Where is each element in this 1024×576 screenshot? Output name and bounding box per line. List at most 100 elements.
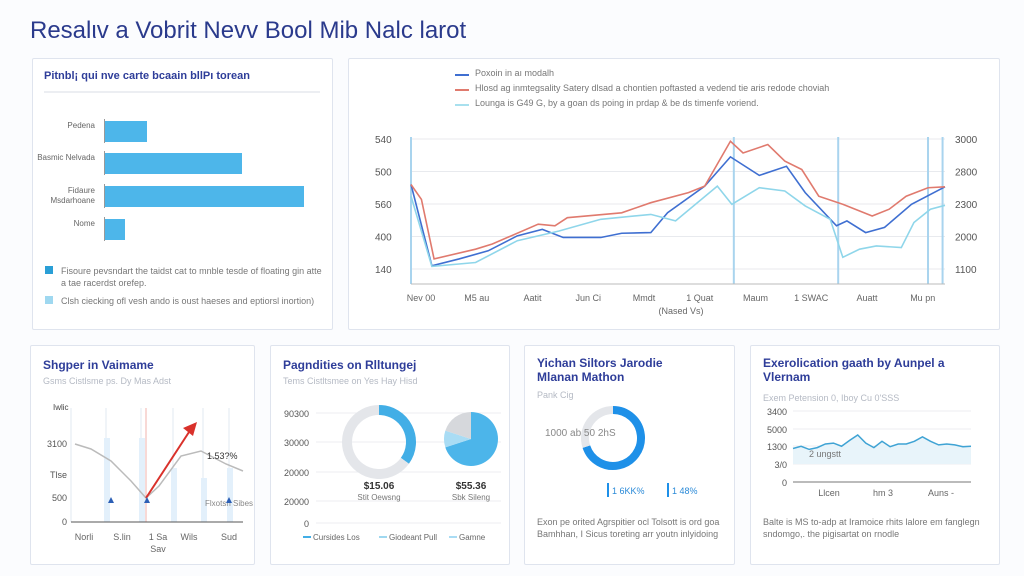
stat-value: 1 48% (672, 486, 698, 496)
volume-bar (104, 438, 110, 522)
y-tick-label: 1300 (767, 442, 787, 452)
y-tick-label: 3100 (47, 439, 67, 449)
line-chart: 540 3000 500 2800 560 2300 400 2000 140 1100 Nev 0… (375, 135, 978, 316)
x-tick-label: 1 SWAC (794, 293, 829, 303)
x-tick-label: Wils (181, 532, 198, 542)
donut-chart: 1000 ab 50 2hS 1 6KK% 1 48% (545, 406, 698, 497)
donut-panel: Yichan Siltors Jarodie Mlanan Mathon Pan… (524, 345, 735, 565)
legend-label: Poxoin in aı modalh (475, 68, 555, 78)
arrow-head-icon (183, 422, 197, 436)
bar-label: Nome (73, 219, 95, 228)
y-tick-label: 0 (782, 478, 787, 488)
volume-bar (171, 468, 177, 522)
volume-bar (227, 468, 233, 522)
x-tick-label: 1 Quat (686, 293, 714, 303)
y2-tick-label: 3000 (955, 135, 978, 146)
legend-label: Cursides Los (313, 533, 360, 542)
y-tick-label: 500 (375, 168, 392, 179)
legend-swatch (455, 89, 469, 91)
trend-line (74, 443, 244, 500)
value-label: $15.06 (364, 481, 395, 492)
bar-label: Basmic Nelvada (37, 153, 95, 162)
page-title: Resalιv a Vobrit Nevv Bool Mib Nalc laro… (30, 17, 467, 44)
y-tick-label: 540 (375, 135, 392, 146)
panel-description: Exon pe orited Agrspitier ocl Tolsott is… (537, 517, 720, 539)
stat-bar (667, 483, 669, 497)
point-marker-icon (226, 497, 232, 503)
area-fill (793, 435, 971, 464)
y-tick-label: 90300 (284, 409, 309, 419)
bar-axis-tick (104, 217, 105, 241)
annotation: 1.53?% (207, 451, 238, 461)
y2-tick-label: 2000 (955, 233, 978, 244)
legend-label: Giodeant Pull (389, 533, 437, 542)
panel-subtitle: Pank Cig (537, 390, 574, 400)
panel-description: Balte is MS to-adp at Iramoice rhits lal… (763, 517, 980, 539)
series-line (410, 155, 946, 267)
y-tick-label: 140 (375, 265, 392, 276)
x-tick-label: Auatt (856, 293, 878, 303)
x-tick-label: Maum (743, 293, 768, 303)
pie-slice (445, 412, 498, 466)
y-tick-label: 0 (62, 517, 67, 527)
x-tick-label: M5 au (464, 293, 489, 303)
bar (105, 186, 304, 207)
bar-chart-title: Pitnbl¡ qui nve carte bcaain bllPı torea… (44, 70, 250, 82)
donut-slice (378, 405, 416, 464)
y2-tick-label: 1100 (955, 265, 977, 276)
bar-axis-tick (104, 184, 105, 208)
line-chart-panel: Poxoin in aı modalh Hlosd ag inmtegsality… (348, 58, 1000, 330)
volume-bar (201, 478, 207, 522)
y-tick-label: 3/0 (774, 460, 787, 470)
annotation: 2 ungstt (809, 449, 842, 459)
legend-swatch (455, 74, 469, 76)
x-tick-label: Auns - (928, 488, 954, 498)
donut-slice (582, 406, 645, 470)
donut-slice (342, 405, 409, 479)
panel-title: Exerolication gaath by Aunpel a Vlernam (763, 356, 945, 384)
panel-title: Shgper in Vaimame (43, 358, 154, 372)
x-tick-label: S.lin (113, 532, 131, 542)
bar-axis-tick (104, 151, 105, 175)
value-label: $55.36 (456, 481, 487, 492)
y-tick-label: 3400 (767, 407, 787, 417)
point-marker-icon (108, 497, 114, 503)
volume-panel: Shgper in Vaimame Gsms Cistlsme ps. Dy M… (30, 345, 255, 565)
series-line (410, 140, 946, 260)
y-tick-label: 20000 (284, 468, 309, 478)
x-tick-label: Jun Ci (575, 293, 601, 303)
legend-label: Hlosd ag inmtegsality Satery dlsad a cho… (475, 83, 830, 93)
note-text: Clsh ciecking ofl vesh ando is oust haes… (61, 296, 315, 306)
x-tick-label: hm 3 (873, 488, 893, 498)
x-axis-title: Sav (150, 544, 166, 554)
bar (105, 219, 125, 240)
point-marker-icon (144, 497, 150, 503)
x-tick-label: Sud (221, 532, 237, 542)
panel-subtitle: Exem Petension 0, Iboy Cu 0'SSS (763, 393, 900, 403)
bar (105, 153, 243, 174)
bar-label: Pedena (67, 121, 95, 130)
volume-chart: Iwlic 3100 Tlse 500 0 Norli S.lin 1 Sa Wils Sud Sa… (47, 403, 253, 554)
x-axis-title: (Nased Vs) (658, 306, 703, 316)
caption: Stit Oewsng (357, 493, 400, 502)
bar-label: Fidaure Msdarhoane (50, 186, 95, 205)
corner-label: Iwlic (53, 403, 69, 412)
y-tick-label: 20000 (284, 497, 309, 507)
panel-subtitle: Tems Cistltsmee on Yes Hay Hisd (283, 376, 418, 386)
stat-value: 1 6KK% (612, 486, 645, 496)
volume-bar (139, 438, 145, 522)
legend-swatch (45, 266, 53, 274)
caption: Sbk Sileng (452, 493, 490, 502)
panel-title: Yichan Siltors Jarodie Mlanan Mathon (537, 356, 663, 384)
x-tick-label: Norli (75, 532, 94, 542)
bar-chart-panel: Pitnbl¡ qui nve carte bcaain bllPı torea… (32, 58, 333, 330)
legend-swatch (45, 296, 53, 304)
y-tick-label: 560 (375, 200, 392, 211)
bar (105, 121, 147, 142)
note-text: Fisoure pevsndart the taidst cat to mnbl… (61, 266, 322, 288)
panel-subtitle: Gsms Cistlsme ps. Dy Mas Adst (43, 376, 172, 386)
x-tick-label: 1 Sa (149, 532, 168, 542)
x-tick-label: Aatit (523, 293, 542, 303)
x-tick-label: Nev 00 (407, 293, 436, 303)
